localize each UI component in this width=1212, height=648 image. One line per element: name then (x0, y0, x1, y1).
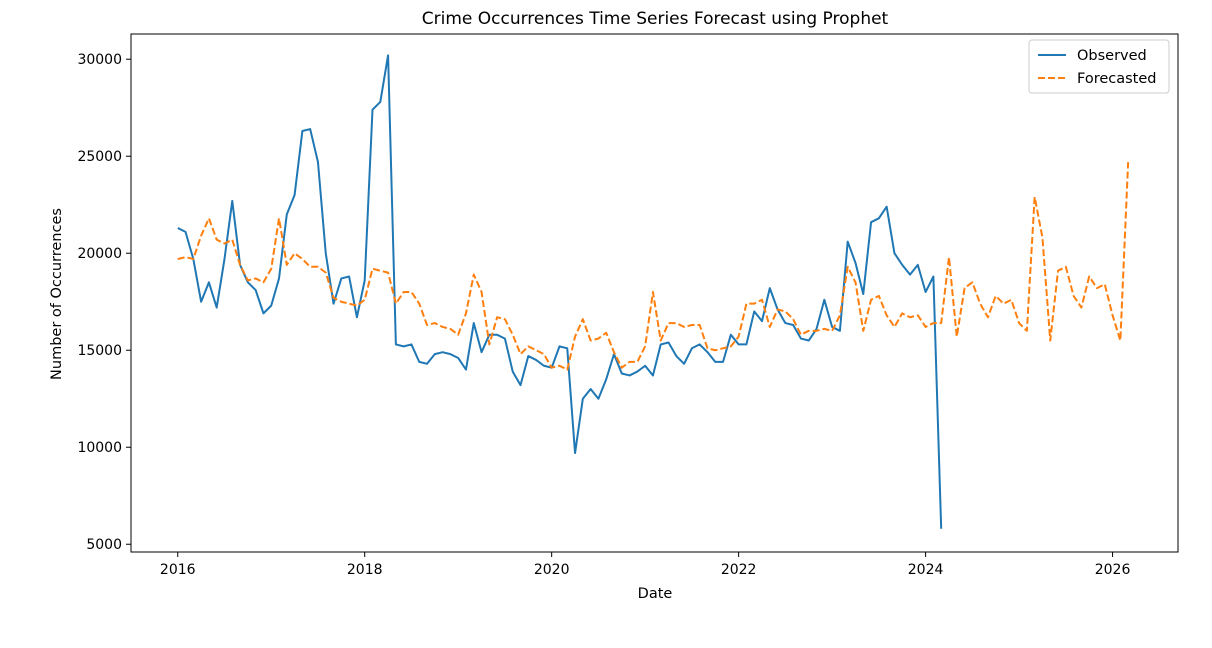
x-tick-label-2026: 2026 (1095, 562, 1131, 578)
x-axis-label: Date (638, 586, 673, 602)
chart-title: Crime Occurrences Time Series Forecast u… (422, 9, 889, 29)
series-line-observed (177, 54, 943, 529)
y-tick-label-15000: 15000 (77, 343, 122, 359)
x-tick-label-2016: 2016 (160, 562, 196, 578)
x-tick-label-2018: 2018 (347, 562, 383, 578)
legend-label-observed: Observed (1077, 48, 1147, 64)
series-line-forecasted (177, 161, 1130, 371)
y-tick-label-10000: 10000 (77, 440, 122, 456)
legend-label-forecasted: Forecasted (1077, 71, 1156, 87)
legend: Observed Forecasted (1028, 39, 1170, 94)
y-tick-label-5000: 5000 (86, 537, 122, 553)
y-axis-label: Number of Occurrences (49, 208, 65, 380)
plot-lines (177, 54, 1130, 529)
x-tick-label-2022: 2022 (721, 562, 757, 578)
plot-frame (130, 33, 1179, 553)
y-tick-label-30000: 30000 (77, 52, 122, 68)
x-tick-label-2024: 2024 (908, 562, 944, 578)
y-tick-label-20000: 20000 (77, 246, 122, 262)
legend-box (1028, 39, 1170, 94)
x-axis: 2016 2018 2020 2022 2024 2026 (160, 552, 1131, 578)
x-tick-label-2020: 2020 (534, 562, 570, 578)
y-tick-label-25000: 25000 (77, 149, 122, 165)
y-axis: 5000 10000 15000 20000 25000 30000 (77, 52, 131, 553)
